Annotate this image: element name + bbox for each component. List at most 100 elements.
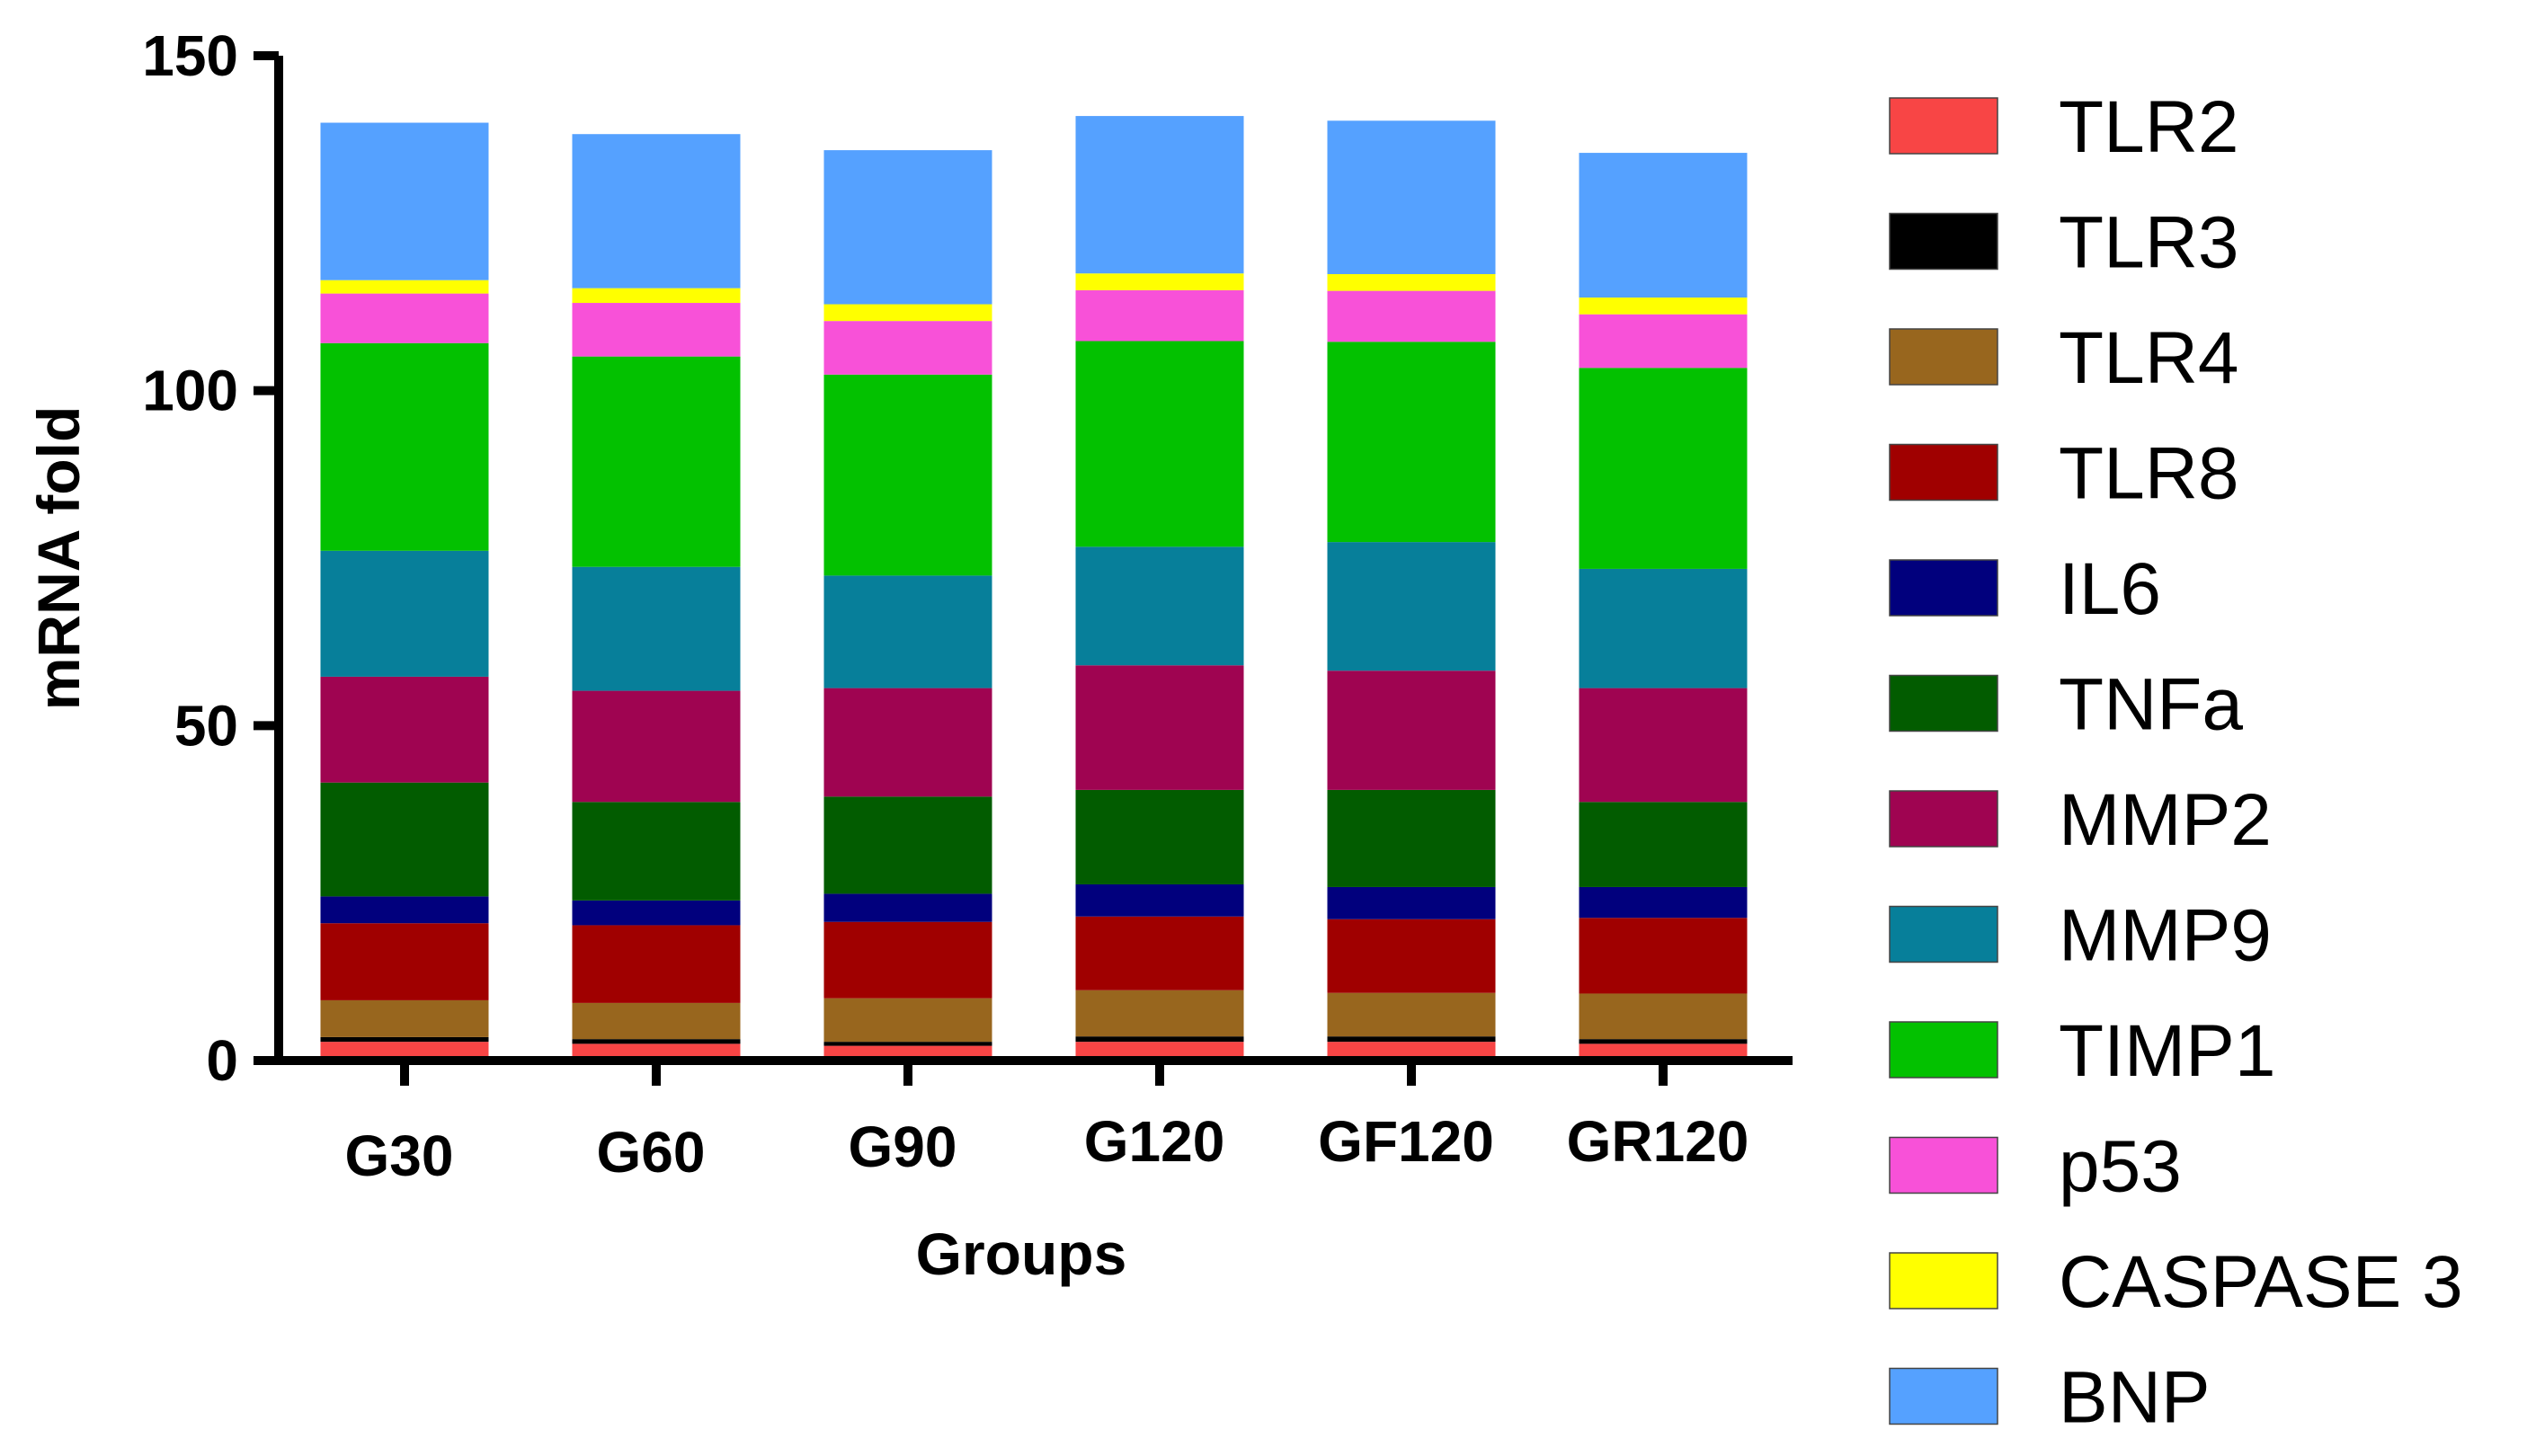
bar-segment-mmp2-g60	[572, 690, 741, 803]
bar-segment-mmp9-g30	[320, 550, 489, 677]
legend: TLR2 TLR3 TLR4 TLR8 IL6 TNFa MMP2 MMP9 TIMP1 p53 C…	[1889, 86, 2463, 1439]
bar-segment-tnfa-g30	[320, 782, 489, 897]
bar-segment-tlr2-g120	[1075, 1042, 1244, 1061]
legend-label-tlr3: TLR3	[2059, 202, 2239, 284]
bar-segment-caspase-3-g30	[320, 280, 489, 294]
bar-segment-p53-g90	[823, 321, 992, 375]
bar-segment-tlr8-g30	[320, 923, 489, 1000]
x-axis-title: Groups	[916, 1221, 1127, 1287]
legend-swatch-tnfa	[1889, 674, 1998, 732]
bar-segment-mmp2-g90	[823, 688, 992, 797]
x-tick-label-g120: G120	[1084, 1109, 1225, 1174]
bar-segment-timp1-gf120	[1327, 342, 1496, 543]
bar-segment-tlr3-gr120	[1579, 1039, 1748, 1044]
y-tick-label: 100	[142, 359, 238, 423]
bar-segment-p53-g30	[320, 293, 489, 343]
legend-swatch-timp1	[1889, 1021, 1998, 1079]
bar-segment-tlr2-g30	[320, 1042, 489, 1061]
bar-segment-tlr4-g30	[320, 999, 489, 1037]
bar-segment-bnp-g120	[1075, 116, 1244, 274]
bar-segment-mmp2-g30	[320, 676, 489, 783]
bar-segment-tlr8-g60	[572, 925, 741, 1003]
legend-swatch-p53	[1889, 1136, 1998, 1194]
bar-segment-tnfa-g90	[823, 796, 992, 894]
bar-segment-tlr4-g90	[823, 998, 992, 1043]
legend-label-mmp2: MMP2	[2059, 779, 2272, 861]
bar-segment-tlr8-g120	[1075, 916, 1244, 990]
bar-segment-caspase-3-gr120	[1579, 297, 1748, 315]
x-ticks: G30 G60 G90 G120 GF120 GR120	[345, 1061, 1749, 1188]
legend-swatch-tlr8	[1889, 443, 1998, 502]
bar-segment-tlr3-g30	[320, 1036, 489, 1043]
bar-segment-caspase-3-g60	[572, 288, 741, 304]
legend-label-caspase-3: CASPASE 3	[2059, 1241, 2463, 1323]
legend-label-il6: IL6	[2059, 548, 2161, 630]
bar-segment-bnp-g60	[572, 134, 741, 289]
bar-segment-mmp9-gf120	[1327, 542, 1496, 671]
bar-segment-timp1-gr120	[1579, 368, 1748, 569]
bar-segment-bnp-g30	[320, 122, 489, 280]
bar-segment-il6-gf120	[1327, 886, 1496, 919]
legend-label-bnp: BNP	[2059, 1357, 2211, 1439]
legend-swatch-caspase-3	[1889, 1252, 1998, 1310]
legend-label-tlr2: TLR2	[2059, 86, 2239, 168]
bar-segment-tlr4-g120	[1075, 990, 1244, 1037]
y-tick-label: 150	[142, 23, 238, 88]
bar-segment-mmp9-g120	[1075, 546, 1244, 666]
legend-label-p53: p53	[2059, 1126, 2182, 1208]
axes-layer	[274, 56, 1793, 1065]
y-tick-label: 0	[206, 1028, 238, 1093]
bar-segment-tlr3-g90	[823, 1042, 992, 1046]
bar-segment-timp1-g120	[1075, 341, 1244, 547]
bar-segment-mmp9-g90	[823, 575, 992, 688]
bar-segment-mmp9-gr120	[1579, 568, 1748, 688]
bar-segment-caspase-3-gf120	[1327, 273, 1496, 291]
bar-segment-tlr3-gf120	[1327, 1036, 1496, 1043]
legend-swatch-bnp	[1889, 1367, 1998, 1425]
legend-label-tlr4: TLR4	[2059, 317, 2239, 399]
legend-label-tlr8: TLR8	[2059, 433, 2239, 515]
bar-segment-p53-gf120	[1327, 290, 1496, 342]
bar-segment-bnp-gr120	[1579, 153, 1748, 298]
bar-segment-tlr8-g90	[823, 921, 992, 999]
bars-layer	[320, 116, 1748, 1061]
bar-segment-tnfa-gr120	[1579, 802, 1748, 887]
bar-segment-timp1-g90	[823, 374, 992, 576]
legend-label-tnfa: TNFa	[2059, 664, 2243, 746]
y-tick-label: 50	[174, 693, 238, 758]
legend-label-mmp9: MMP9	[2059, 895, 2272, 977]
bar-segment-il6-gr120	[1579, 886, 1748, 919]
bar-segment-tlr2-gf120	[1327, 1042, 1496, 1061]
bar-segment-tnfa-g60	[572, 802, 741, 901]
bar-segment-il6-g120	[1075, 883, 1244, 917]
x-tick-label-g30: G30	[345, 1123, 454, 1188]
bar-segment-tlr4-gr120	[1579, 993, 1748, 1040]
bar-segment-timp1-g60	[572, 356, 741, 567]
bar-segment-mmp2-gf120	[1327, 670, 1496, 790]
bar-segment-tnfa-gf120	[1327, 789, 1496, 887]
bar-segment-tlr4-g60	[572, 1002, 741, 1040]
bar-segment-tlr4-gf120	[1327, 992, 1496, 1037]
legend-swatch-mmp2	[1889, 790, 1998, 848]
y-ticks: 0 50 100 150	[142, 23, 279, 1093]
bar-segment-tlr3-g120	[1075, 1036, 1244, 1043]
legend-label-timp1: TIMP1	[2059, 1010, 2275, 1092]
bar-segment-tlr3-g60	[572, 1039, 741, 1044]
bar-segment-p53-g120	[1075, 289, 1244, 342]
x-tick-label-gr120: GR120	[1567, 1109, 1749, 1174]
bar-segment-tnfa-g120	[1075, 789, 1244, 884]
legend-swatch-il6	[1889, 559, 1998, 617]
bar-segment-timp1-g30	[320, 342, 489, 551]
bar-segment-il6-g90	[823, 893, 992, 922]
bar-segment-mmp2-g120	[1075, 665, 1244, 790]
x-tick-label-g90: G90	[849, 1114, 957, 1179]
bar-segment-p53-gr120	[1579, 314, 1748, 368]
bar-segment-p53-g60	[572, 303, 741, 357]
legend-swatch-tlr4	[1889, 328, 1998, 386]
bar-segment-tlr8-gr120	[1579, 918, 1748, 994]
bar-segment-il6-g60	[572, 900, 741, 926]
x-tick-label-gf120: GF120	[1318, 1109, 1494, 1174]
bar-segment-mmp9-g60	[572, 566, 741, 691]
bar-segment-bnp-gf120	[1327, 120, 1496, 274]
